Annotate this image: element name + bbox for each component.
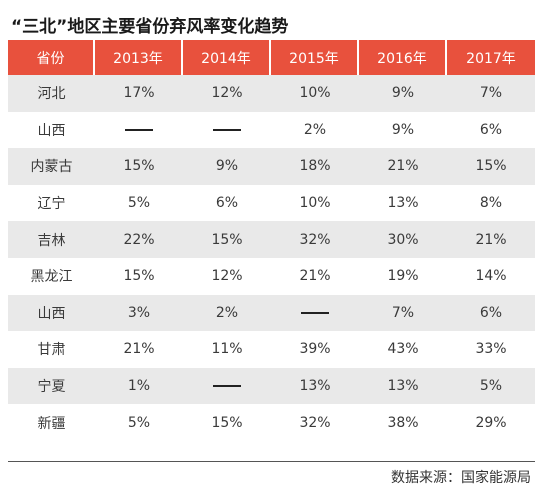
rate-cell: 5% — [447, 367, 535, 405]
rate-cell: 9% — [183, 148, 271, 185]
no-data-dash — [213, 385, 241, 388]
header-cell-2014: 2014年 — [183, 40, 271, 75]
rate-cell: 6% — [447, 294, 535, 332]
rate-cell — [271, 294, 359, 332]
table-row: 黑龙江 15% 12% 21% 19% 14% — [8, 257, 535, 295]
province-cell: 辽宁 — [8, 184, 95, 222]
table-row: 吉林 22% 15% 32% 30% 21% — [8, 221, 535, 258]
table-row: 辽宁 5% 6% 10% 13% 8% — [8, 184, 535, 222]
rate-cell: 32% — [271, 404, 359, 441]
header-cell-province: 省份 — [8, 40, 95, 75]
table-row: 山西 2% 9% 6% — [8, 111, 535, 149]
province-cell: 内蒙古 — [8, 148, 95, 185]
rate-cell: 17% — [95, 75, 183, 112]
table-title: “三北”地区主要省份弃风率变化趋势 — [11, 17, 289, 37]
table-row: 山西 3% 2% 7% 6% — [8, 294, 535, 332]
rate-cell: 21% — [271, 257, 359, 295]
header-cell-2017: 2017年 — [447, 40, 535, 75]
rate-cell: 38% — [359, 404, 447, 441]
rate-cell: 12% — [183, 257, 271, 295]
rate-cell: 10% — [271, 184, 359, 222]
rate-cell: 7% — [447, 75, 535, 112]
province-cell: 甘肃 — [8, 331, 95, 368]
header-cell-2013: 2013年 — [95, 40, 183, 75]
rate-cell: 6% — [447, 111, 535, 149]
rate-cell: 13% — [359, 184, 447, 222]
table-row: 宁夏 1% 13% 13% 5% — [8, 367, 535, 405]
rate-cell: 39% — [271, 331, 359, 368]
source-note: 数据来源：国家能源局 — [391, 470, 531, 486]
no-data-dash — [301, 311, 329, 314]
rate-cell: 8% — [447, 184, 535, 222]
rate-cell: 12% — [183, 75, 271, 112]
rate-cell: 10% — [271, 75, 359, 112]
header-cell-2015: 2015年 — [271, 40, 359, 75]
rate-cell: 32% — [271, 221, 359, 258]
province-cell: 山西 — [8, 294, 95, 332]
rate-cell: 21% — [447, 221, 535, 258]
rate-cell: 2% — [271, 111, 359, 149]
rate-cell: 11% — [183, 331, 271, 368]
province-cell: 新疆 — [8, 404, 95, 441]
rate-cell: 15% — [183, 404, 271, 441]
rate-cell: 9% — [359, 75, 447, 112]
bottom-rule — [8, 461, 535, 462]
table-row: 新疆 5% 15% 32% 38% 29% — [8, 404, 535, 441]
rate-cell: 3% — [95, 294, 183, 332]
rate-cell: 15% — [447, 148, 535, 185]
province-cell: 黑龙江 — [8, 257, 95, 295]
rate-cell — [183, 367, 271, 405]
province-cell: 吉林 — [8, 221, 95, 258]
province-cell: 河北 — [8, 75, 95, 112]
header-row: 省份 2013年 2014年 2015年 2016年 2017年 — [8, 40, 535, 75]
rate-cell: 29% — [447, 404, 535, 441]
rate-cell — [95, 111, 183, 149]
no-data-dash — [213, 128, 241, 131]
header-cell-2016: 2016年 — [359, 40, 447, 75]
rate-cell: 18% — [271, 148, 359, 185]
table-row: 甘肃 21% 11% 39% 43% 33% — [8, 331, 535, 368]
rate-cell: 7% — [359, 294, 447, 332]
rate-cell: 13% — [271, 367, 359, 405]
data-table: 省份 2013年 2014年 2015年 2016年 2017年 河北 17% 12… — [8, 40, 535, 441]
table-row: 内蒙古 15% 9% 18% 21% 15% — [8, 148, 535, 185]
rate-cell: 21% — [359, 148, 447, 185]
no-data-dash — [125, 128, 153, 131]
rate-cell: 15% — [95, 148, 183, 185]
rate-cell: 13% — [359, 367, 447, 405]
table-row: 河北 17% 12% 10% 9% 7% — [8, 75, 535, 112]
table-body: 河北 17% 12% 10% 9% 7% 山西 2% 9% 6% 内蒙古 15% 9% 18% 21% 15%… — [8, 75, 535, 441]
rate-cell: 33% — [447, 331, 535, 368]
rate-cell: 15% — [95, 257, 183, 295]
rate-cell: 14% — [447, 257, 535, 295]
rate-cell: 43% — [359, 331, 447, 368]
rate-cell: 9% — [359, 111, 447, 149]
rate-cell: 5% — [95, 184, 183, 222]
rate-cell: 22% — [95, 221, 183, 258]
rate-cell: 6% — [183, 184, 271, 222]
province-cell: 宁夏 — [8, 367, 95, 405]
rate-cell: 21% — [95, 331, 183, 368]
rate-cell: 19% — [359, 257, 447, 295]
rate-cell: 2% — [183, 294, 271, 332]
rate-cell: 30% — [359, 221, 447, 258]
rate-cell — [183, 111, 271, 149]
province-cell: 山西 — [8, 111, 95, 149]
rate-cell: 5% — [95, 404, 183, 441]
rate-cell: 1% — [95, 367, 183, 405]
rate-cell: 15% — [183, 221, 271, 258]
